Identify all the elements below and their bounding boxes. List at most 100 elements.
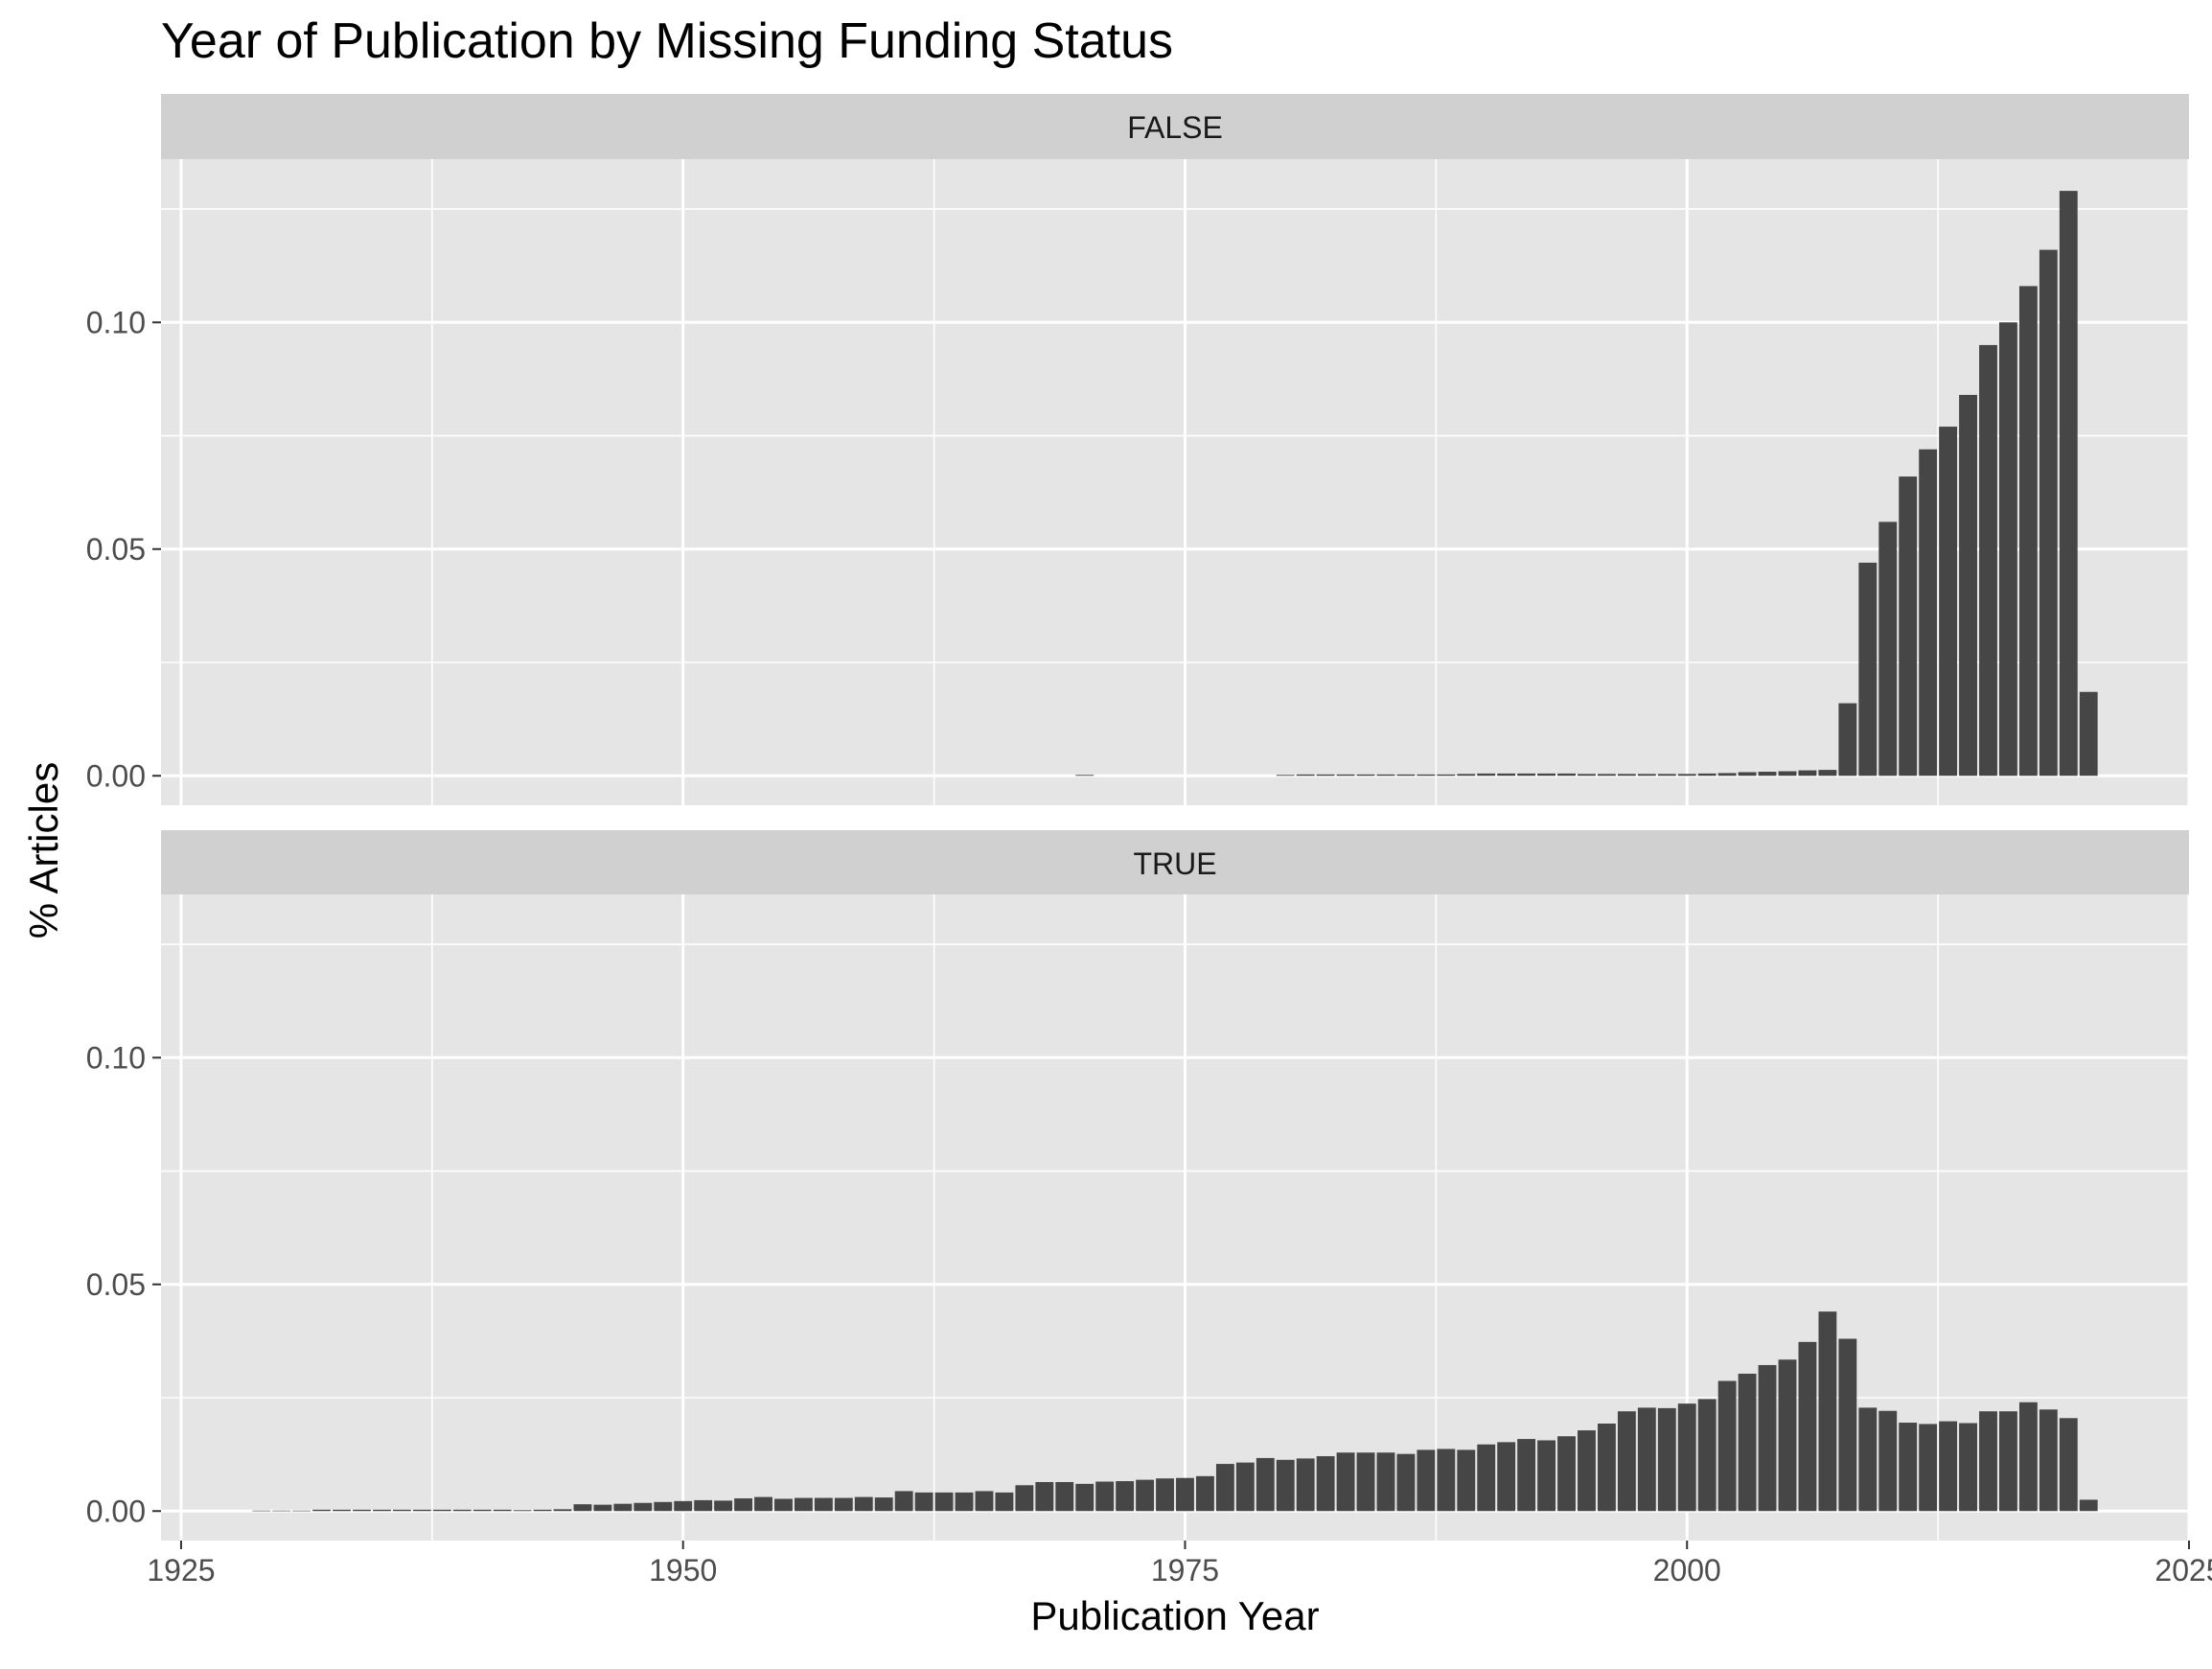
bar [914,1492,933,1512]
bar [1818,1311,1837,1512]
bar [734,1498,752,1512]
bar [1537,773,1556,777]
y-axis-title: % Articles [21,762,66,939]
bar [1939,1421,1958,1512]
bar [272,1510,291,1512]
x-tick-label: 2025 [2154,1553,2212,1588]
bar [2059,1418,2078,1512]
bar [975,1491,994,1512]
bar [533,1509,552,1512]
bar [1738,1373,1757,1512]
y-tick-label: 0.05 [86,532,146,567]
bar [1637,774,1656,777]
x-axis: 1925 1950 1975 2000 2025 [147,1541,2212,1588]
bar [1156,1478,1174,1512]
bar [874,1497,893,1512]
bar [1457,1449,1476,1512]
bar [1999,322,2017,777]
bar [1537,1440,1556,1512]
bar [1899,476,1918,777]
bar [1497,1442,1516,1512]
bar [1657,774,1676,777]
bar [513,1510,532,1512]
bar [814,1497,833,1512]
bar [834,1497,853,1512]
bar-series-false [1075,191,2098,777]
bar [2018,1402,2038,1512]
bar [1697,773,1717,777]
bar [694,1499,713,1512]
bar [1758,1364,1777,1512]
panel-background [161,159,2189,805]
bar [1235,1462,1255,1512]
facet-panel-false: FALSE 0.00 0.05 0.10 [86,94,2191,805]
bar [1417,774,1436,777]
y-tick-label: 0.10 [86,1040,146,1075]
bar [1075,775,1094,777]
bar [1557,1436,1576,1512]
bar [432,1509,451,1512]
bar [373,1509,391,1512]
bar [1939,427,1958,777]
x-tick-label: 1925 [147,1553,215,1588]
x-tick-label: 2000 [1653,1553,1721,1588]
y-tick-label: 0.10 [86,305,146,339]
bar [593,1504,612,1512]
bar [1798,770,1817,777]
bar [1657,1407,1676,1512]
bar [1055,1481,1074,1512]
bar [1015,1485,1034,1512]
bar [1838,1338,1857,1512]
bar [654,1501,673,1512]
bar [1818,770,1837,777]
x-tick-label: 1975 [1151,1553,1219,1588]
bar [1276,775,1295,777]
bar [1256,1457,1275,1512]
bar [1356,1452,1375,1512]
bar [1215,1464,1234,1512]
bar [1417,1449,1436,1512]
bar [1376,774,1395,777]
bar [1336,1452,1355,1512]
bar [1557,773,1576,777]
bar [312,1509,332,1512]
bar [934,1492,954,1512]
bar [955,1492,974,1512]
bar [1095,1481,1115,1512]
y-tick-label: 0.00 [86,758,146,793]
bar [2018,286,2038,777]
bar [1316,774,1335,777]
bar-series-true [252,1311,2098,1512]
bar [1396,1453,1416,1512]
bar [1578,774,1596,777]
bar [493,1509,512,1512]
bar [1035,1481,1054,1512]
strip-label: FALSE [1127,110,1223,145]
strip-background [161,830,2189,894]
bar [1195,1475,1214,1512]
y-tick-label: 0.05 [86,1267,146,1302]
bar [1677,1403,1696,1512]
bar [1959,394,1977,777]
bar [714,1500,733,1512]
bar [1356,774,1375,777]
bar [1858,562,1878,777]
bar [2079,1499,2098,1512]
bar [1979,1411,1997,1512]
bar [1437,1449,1456,1512]
bar [392,1509,411,1512]
bar [1176,1477,1194,1512]
bar [1637,1407,1656,1512]
strip-background [161,94,2189,159]
bar [1778,1359,1797,1512]
bar [1999,1411,2017,1512]
bar [1798,1341,1817,1512]
bar [1497,773,1516,777]
bar [1316,1456,1335,1512]
bar [333,1509,351,1512]
bar [1878,522,1898,777]
bar [1899,1423,1918,1512]
bar [573,1504,592,1512]
bar [2059,191,2078,777]
bar [1959,1423,1977,1512]
